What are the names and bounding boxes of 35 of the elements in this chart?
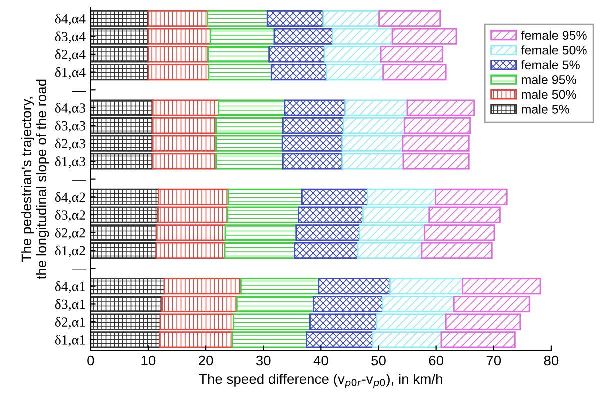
x-tick-label: 70: [486, 356, 502, 366]
legend-label: female 5%: [521, 60, 580, 70]
legend-label: male 5%: [522, 104, 570, 114]
x-tick-label: 60: [429, 356, 444, 366]
y-tick-label: δ2,α1: [55, 317, 86, 330]
legend-label: female 95%: [521, 30, 587, 40]
y-tick-label: δ1,α2: [55, 246, 86, 258]
y-tick-label: δ4,α4: [55, 14, 86, 26]
y-tick-label: δ1,α3: [55, 156, 86, 168]
y-tick-label: δ1,α4: [55, 67, 86, 80]
y-tick-label: δ2,α2: [55, 228, 86, 240]
y-tick-label: δ2,α3: [55, 138, 86, 151]
y-tick-label: δ3,α2: [55, 210, 86, 222]
x-tick-label: 80: [544, 356, 559, 366]
x-axis-title: The speed difference (v$_{p0r}$-v$_{p0}$), in km/h: [199, 374, 442, 388]
legend-label: female 50%: [521, 46, 587, 55]
y-tick-label: δ1,α1: [55, 335, 86, 347]
legend-label: male 95%: [522, 75, 576, 84]
y-tick-label: δ3,α4: [55, 32, 86, 44]
x-tick-label: 20: [199, 356, 214, 366]
x-tick-label: 0: [88, 356, 94, 366]
x-tick-label: 30: [256, 356, 271, 366]
y-tick-label: —: [72, 91, 86, 92]
y-tick-label: δ3,α1: [55, 299, 86, 312]
legend-label: male 50%: [522, 90, 576, 100]
y-tick-label: δ3,α3: [55, 120, 86, 133]
y-tick-label: δ4,α2: [55, 192, 86, 204]
y-axis-title: The pedestrian's trajectory, the longitudinal slope of the road: [21, 80, 50, 280]
y-tick-label: δ2,α4: [55, 50, 86, 62]
y-tick-label: δ4,α3: [55, 103, 86, 115]
y-tick-label: δ4,α1: [55, 281, 86, 294]
x-tick-label: 10: [142, 356, 156, 366]
x-tick-label: 40: [314, 356, 328, 366]
x-tick-label: 50: [372, 356, 386, 366]
y-tick-label: —: [72, 180, 86, 182]
